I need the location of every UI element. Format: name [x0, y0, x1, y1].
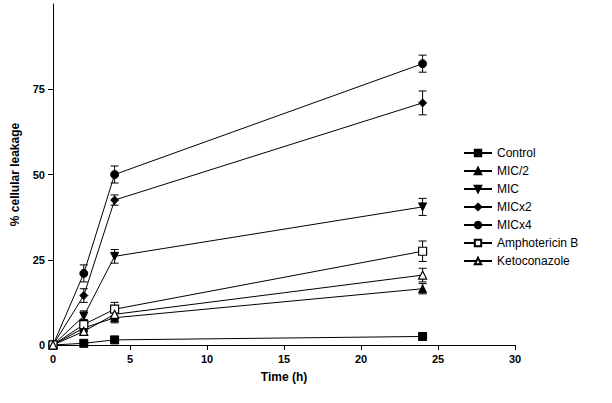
svg-text:MIC: MIC	[497, 182, 519, 196]
svg-text:MICx4: MICx4	[497, 218, 532, 232]
svg-text:30: 30	[509, 353, 521, 365]
svg-text:5: 5	[127, 353, 133, 365]
svg-text:Ketoconazole: Ketoconazole	[497, 254, 570, 268]
svg-text:0: 0	[50, 353, 56, 365]
svg-text:20: 20	[355, 353, 367, 365]
svg-text:25: 25	[432, 353, 444, 365]
svg-text:Control: Control	[497, 146, 536, 160]
svg-text:% cellular leakage: % cellular leakage	[8, 122, 22, 226]
svg-text:50: 50	[33, 169, 45, 181]
svg-text:Time (h): Time (h)	[261, 370, 307, 384]
svg-text:MIC/2: MIC/2	[497, 164, 529, 178]
svg-text:Amphotericin B: Amphotericin B	[497, 236, 578, 250]
svg-text:75: 75	[33, 83, 45, 95]
svg-text:0: 0	[39, 339, 45, 351]
svg-text:10: 10	[201, 353, 213, 365]
svg-text:15: 15	[278, 353, 290, 365]
svg-text:25: 25	[33, 254, 45, 266]
svg-text:MICx2: MICx2	[497, 200, 532, 214]
